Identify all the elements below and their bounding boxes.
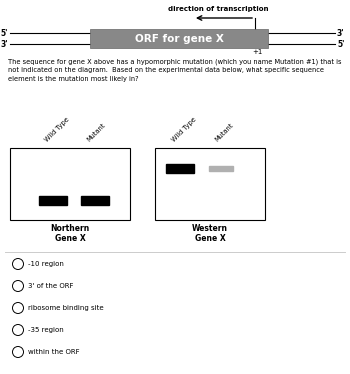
Text: within the ORF: within the ORF: [28, 349, 80, 355]
Text: -10 region: -10 region: [28, 261, 64, 267]
Text: Wild Type: Wild Type: [44, 116, 71, 143]
Text: Mutant: Mutant: [86, 122, 106, 143]
Bar: [39, 196, 67, 205]
Text: 3': 3': [0, 40, 8, 49]
Bar: [155, 148, 265, 220]
Bar: [166, 163, 194, 172]
Text: Mutant: Mutant: [214, 122, 234, 143]
Text: -35 region: -35 region: [28, 327, 64, 333]
Text: 3' of the ORF: 3' of the ORF: [28, 283, 74, 289]
Text: not indicated on the diagram.  Based on the experimental data below, what specif: not indicated on the diagram. Based on t…: [8, 67, 324, 73]
Text: +1: +1: [252, 49, 262, 55]
Text: ribosome binding site: ribosome binding site: [28, 305, 104, 311]
Text: 5': 5': [0, 28, 8, 37]
Text: direction of transcription: direction of transcription: [168, 6, 268, 12]
Text: element is the mutation most likely in?: element is the mutation most likely in?: [8, 76, 139, 82]
Text: Northern
Gene X: Northern Gene X: [50, 224, 90, 243]
Text: The sequence for gene X above has a hypomorphic mutation (which you name Mutatio: The sequence for gene X above has a hypo…: [8, 58, 342, 64]
Bar: [90, 29, 268, 48]
Bar: [10, 148, 130, 220]
Text: 5': 5': [337, 40, 344, 49]
Bar: [209, 166, 233, 171]
Text: Wild Type: Wild Type: [171, 116, 197, 143]
Text: Western
Gene X: Western Gene X: [192, 224, 228, 243]
Text: ORF for gene X: ORF for gene X: [134, 34, 223, 43]
Text: 3': 3': [337, 28, 345, 37]
Bar: [81, 196, 109, 205]
